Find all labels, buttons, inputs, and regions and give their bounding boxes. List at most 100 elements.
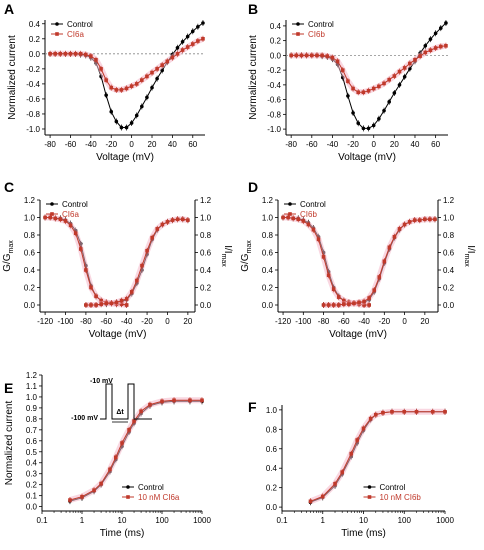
x-tick-label: -80 xyxy=(80,317,92,326)
data-point xyxy=(129,121,134,125)
x-tick-label: 20 xyxy=(390,140,399,149)
data-point xyxy=(165,220,170,224)
y-axis-label: G/Gmax xyxy=(240,240,253,272)
series-3 xyxy=(321,216,437,308)
data-point xyxy=(443,410,447,414)
data-point xyxy=(109,109,114,114)
data-point xyxy=(428,217,432,222)
y-tick-label: 0.2 xyxy=(29,35,41,44)
data-point xyxy=(120,441,124,445)
data-point xyxy=(392,234,397,239)
y-right-tick-label: 0.0 xyxy=(200,301,212,310)
x-axis-label: Time (ms) xyxy=(100,528,145,539)
data-point xyxy=(371,123,376,128)
data-point xyxy=(382,259,387,264)
y-tick-label: -0.4 xyxy=(26,80,40,89)
data-point xyxy=(333,481,337,486)
x-axis-label: Voltage (mV) xyxy=(338,152,396,163)
y-axis-label: Normalized current xyxy=(7,35,18,120)
voltage-protocol-inset: -10 mV -100 mV Δt xyxy=(71,378,152,423)
y-tick-label: -1.0 xyxy=(26,125,40,134)
data-point xyxy=(392,74,397,78)
series-line xyxy=(85,218,188,306)
y-tick-label: 0.8 xyxy=(266,425,278,434)
series-line xyxy=(50,38,204,91)
data-point xyxy=(366,126,371,131)
chart-panel-E: E 0.0 0.1 0.2 0.3 0.4 0.5 0.6 0.7 0.8 0.9 1.0 1.1 1.2… xyxy=(4,371,211,539)
series-shading xyxy=(283,214,370,308)
data-point xyxy=(104,301,109,306)
inset-label-top: -10 mV xyxy=(90,378,113,385)
x-tick-label: -60 xyxy=(101,317,113,326)
x-tick-label: -20 xyxy=(379,317,391,326)
data-point xyxy=(140,263,144,268)
data-point xyxy=(381,410,385,415)
y-tick-label: 0.6 xyxy=(26,437,38,446)
data-point xyxy=(186,218,190,222)
data-point xyxy=(53,52,57,56)
y-tick-label: 1.0 xyxy=(24,214,36,223)
data-point xyxy=(428,37,433,41)
data-point xyxy=(423,44,428,48)
y-tick-label: 0.0 xyxy=(266,503,278,512)
data-point xyxy=(428,48,433,53)
y-axis-label-main: G/G xyxy=(2,253,13,272)
y-right-tick-label: 0.8 xyxy=(443,231,455,240)
y-right-tick-label: 1.2 xyxy=(200,196,212,205)
data-point xyxy=(134,113,139,118)
y-tick-label: 0.2 xyxy=(26,481,38,490)
data-point xyxy=(104,93,108,97)
data-point xyxy=(351,111,355,115)
data-point xyxy=(145,95,149,100)
data-point xyxy=(201,21,205,25)
x-tick-label: -120 xyxy=(275,317,292,326)
y-tick-label: 0.4 xyxy=(262,266,274,275)
x-tick-label: -40 xyxy=(121,317,133,326)
data-point xyxy=(367,303,371,307)
data-point xyxy=(433,31,438,36)
data-point xyxy=(433,217,437,222)
legend-marker xyxy=(367,495,372,499)
data-point xyxy=(129,84,134,88)
panel-label: C xyxy=(4,179,14,195)
x-axis-label: Voltage (mV) xyxy=(329,329,387,340)
data-point xyxy=(294,53,299,58)
data-point xyxy=(89,285,93,290)
data-point xyxy=(80,494,84,499)
x-tick-label: -80 xyxy=(285,140,297,149)
data-point xyxy=(342,302,346,306)
data-point xyxy=(361,90,366,95)
data-point xyxy=(387,100,391,104)
y-axis-label: Normalized current xyxy=(4,401,15,486)
data-point xyxy=(124,125,129,130)
legend-marker xyxy=(50,202,54,206)
legend-label: CI6b xyxy=(300,210,317,219)
x-tick-label: -60 xyxy=(338,317,350,326)
panel-label: F xyxy=(248,399,257,415)
data-point xyxy=(124,303,129,307)
data-point xyxy=(172,398,176,403)
data-point xyxy=(92,488,96,492)
data-point xyxy=(335,59,340,64)
x-tick-label: 0 xyxy=(402,317,407,326)
y-tick-label: -0.8 xyxy=(26,110,40,119)
data-point xyxy=(367,296,371,300)
data-point xyxy=(402,410,407,414)
data-point xyxy=(438,44,443,49)
x-tick-label: 60 xyxy=(431,140,440,149)
data-point xyxy=(190,29,195,34)
y-right-tick-label: 0.4 xyxy=(443,266,455,275)
data-point xyxy=(331,303,336,307)
data-point xyxy=(78,52,83,56)
data-point xyxy=(346,79,350,83)
y-right-tick-label: 0.0 xyxy=(443,301,455,310)
data-point xyxy=(68,498,72,502)
data-point xyxy=(99,302,103,306)
data-point xyxy=(155,67,159,71)
x-tick-label: -20 xyxy=(105,140,117,149)
y-tick-label: 1.2 xyxy=(26,371,38,380)
y-tick-label: 0.6 xyxy=(262,249,274,258)
y-tick-label: -0.6 xyxy=(267,96,281,105)
legend-label: CI6a xyxy=(62,210,79,219)
data-point xyxy=(175,217,180,222)
